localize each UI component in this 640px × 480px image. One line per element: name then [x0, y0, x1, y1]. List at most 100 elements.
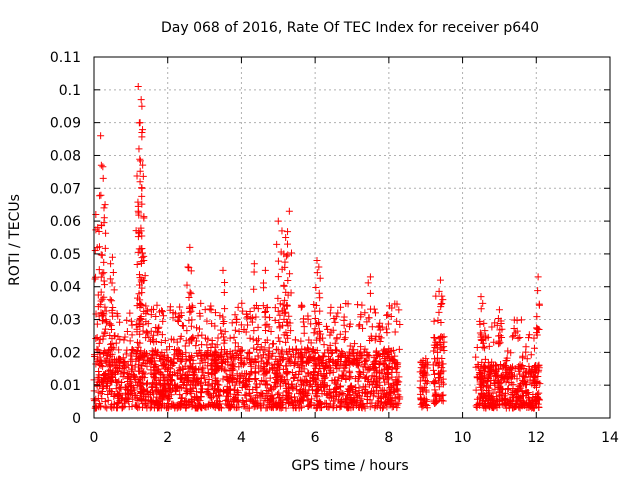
data-point	[138, 200, 146, 208]
data-point	[380, 361, 388, 369]
data-point	[171, 387, 179, 395]
data-point	[510, 316, 518, 324]
data-point	[120, 403, 128, 411]
data-point	[262, 394, 270, 402]
data-point	[136, 330, 144, 338]
data-point	[139, 172, 147, 180]
data-point	[161, 337, 169, 345]
data-point	[101, 281, 109, 289]
data-point	[136, 155, 144, 163]
data-point	[498, 334, 506, 342]
data-point	[143, 329, 151, 337]
data-point	[274, 217, 282, 225]
data-point	[239, 398, 247, 406]
data-point	[137, 227, 145, 235]
data-point	[203, 317, 211, 325]
data-point	[197, 393, 205, 401]
data-point	[217, 353, 225, 361]
data-point	[291, 358, 299, 366]
data-point	[141, 272, 149, 280]
data-point	[99, 312, 107, 320]
data-point	[157, 339, 165, 347]
data-point	[432, 398, 440, 406]
data-point	[334, 309, 342, 317]
data-point	[248, 368, 256, 376]
data-point	[297, 301, 305, 309]
data-point	[361, 389, 369, 397]
data-point	[423, 358, 431, 366]
data-point	[138, 192, 146, 200]
data-point	[269, 394, 277, 402]
data-point	[251, 356, 259, 364]
data-point	[187, 307, 195, 315]
data-point	[211, 374, 219, 382]
data-point	[120, 368, 128, 376]
data-point	[358, 400, 366, 408]
data-point	[526, 396, 534, 404]
x-axis-label: GPS time / hours	[291, 458, 408, 474]
data-point	[284, 240, 291, 248]
data-point	[247, 360, 255, 368]
data-point	[99, 163, 107, 171]
y-tick-label: 0.01	[50, 378, 81, 394]
data-point	[388, 373, 396, 381]
data-point	[531, 363, 539, 371]
data-point	[142, 380, 150, 388]
data-point	[422, 379, 430, 387]
data-point	[165, 404, 173, 412]
data-point	[482, 334, 490, 342]
data-point	[437, 319, 445, 327]
y-tick-label: 0.04	[50, 280, 81, 296]
data-point	[286, 270, 294, 278]
data-point	[110, 361, 118, 369]
data-point	[97, 191, 105, 199]
data-point	[175, 364, 183, 372]
data-point	[318, 390, 326, 398]
data-point	[97, 297, 105, 305]
data-point	[271, 304, 279, 312]
data-point	[188, 396, 196, 404]
data-point	[222, 367, 230, 375]
data-point	[478, 358, 486, 366]
data-point	[377, 387, 385, 395]
data-point	[173, 383, 181, 391]
data-point	[430, 378, 438, 386]
data-point	[260, 363, 268, 371]
data-point	[148, 336, 156, 344]
data-point	[310, 329, 318, 337]
data-point	[479, 343, 487, 351]
data-point	[109, 269, 117, 277]
data-point	[274, 273, 282, 281]
data-point	[526, 376, 534, 384]
data-point	[278, 307, 286, 315]
data-point	[327, 303, 335, 311]
data-point	[173, 372, 181, 380]
data-point	[333, 347, 341, 355]
data-point	[178, 374, 186, 382]
data-point	[143, 404, 151, 412]
data-point	[383, 311, 391, 319]
data-point	[252, 358, 260, 366]
data-point	[154, 329, 162, 337]
data-point	[535, 395, 543, 403]
data-point	[289, 399, 297, 407]
data-point	[214, 386, 222, 394]
data-point	[221, 336, 229, 344]
data-point	[226, 352, 234, 360]
data-point	[304, 396, 312, 404]
data-point	[272, 345, 280, 353]
data-point	[284, 251, 292, 259]
data-point	[94, 291, 102, 299]
data-point	[273, 240, 281, 248]
data-point	[220, 289, 228, 297]
data-point	[263, 369, 271, 377]
data-point	[97, 251, 105, 259]
data-point	[92, 211, 100, 219]
data-point	[254, 305, 262, 313]
data-point	[354, 301, 362, 309]
data-point	[519, 354, 527, 362]
data-point	[525, 362, 533, 370]
data-point	[437, 334, 445, 342]
data-point	[139, 126, 147, 134]
data-point	[395, 345, 403, 353]
